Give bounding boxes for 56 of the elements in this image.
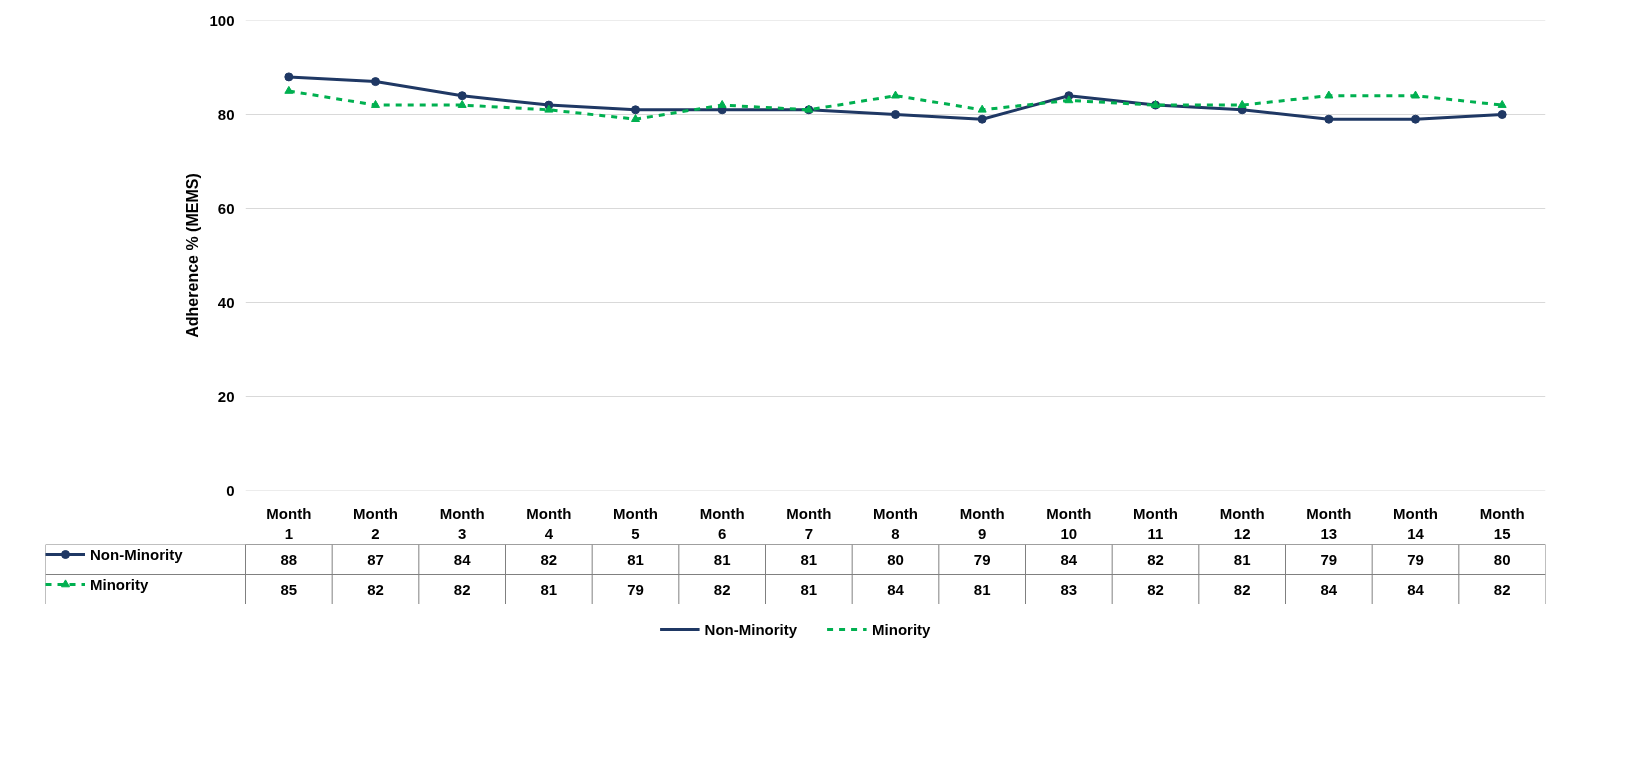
data-label: 82 (1147, 550, 1164, 568)
data-label: 81 (1233, 550, 1251, 568)
x-tick-label: Month 2 (353, 504, 398, 542)
x-tick-label: Month 7 (786, 504, 832, 542)
x-tick-label: Month 11 (1133, 504, 1178, 542)
x-tick-label: Month 3 (439, 504, 485, 542)
y-axis-title: Adherence % (MEMS) (184, 173, 202, 338)
y-tick-label: 20 (217, 387, 235, 405)
y-tick-label: 0 (226, 481, 235, 499)
data-label: 82 (1233, 580, 1251, 598)
data-label: 84 (1320, 580, 1338, 598)
y-tick-label: 60 (217, 199, 235, 217)
data-label: 79 (1407, 550, 1424, 568)
x-tick-label: Month 13 (1306, 504, 1352, 542)
y-tick-label: 40 (217, 293, 235, 311)
text: Minority (872, 620, 931, 638)
x-tick-label: Month 12 (1219, 504, 1265, 542)
y-tick-label: 100 (209, 11, 235, 29)
data-label: 88 (280, 550, 298, 568)
x-tick-label: Month 1 (266, 504, 312, 542)
data-label: 80 (887, 550, 904, 568)
data-label: 82 (367, 580, 384, 598)
data-label: 84 (1060, 550, 1078, 568)
data-label: 82 (453, 580, 471, 598)
data-label: 84 (887, 580, 905, 598)
legend-label: Non-Minority (90, 544, 183, 564)
x-tick-label: Month 14 (1393, 504, 1438, 542)
data-label: 81 (800, 580, 818, 598)
data-label: 87 (367, 550, 384, 568)
data-label: 81 (800, 550, 818, 568)
data-label: 82 (540, 550, 558, 568)
x-tick-label: Month 6 (699, 504, 745, 542)
x-tick-label: Month 9 (959, 504, 1005, 542)
data-label: 81 (627, 550, 644, 568)
text: Non-Minority (704, 620, 798, 638)
data-label: 82 (1493, 580, 1511, 598)
data-label: 79 (627, 580, 644, 598)
x-tick-label: Month 8 (873, 504, 918, 542)
data-label: 79 (973, 550, 991, 568)
data-label: 81 (973, 580, 991, 598)
data-label: 82 (1147, 580, 1164, 598)
data-label: 81 (713, 550, 731, 568)
data-label: 80 (1493, 550, 1511, 568)
data-label: 84 (1407, 580, 1425, 598)
data-label: 83 (1060, 580, 1078, 598)
y-tick-label: 80 (217, 105, 235, 123)
data-label: 81 (540, 580, 558, 598)
legend-label: Minority (90, 574, 149, 594)
data-label: 82 (713, 580, 731, 598)
data-label: 79 (1320, 550, 1338, 568)
x-tick-label: Month 5 (613, 504, 658, 542)
x-tick-label: Month 4 (526, 504, 572, 542)
data-label: 84 (453, 550, 472, 568)
x-tick-label: Month 15 (1479, 504, 1525, 542)
data-label: 85 (280, 580, 298, 598)
x-tick-label: Month 10 (1046, 504, 1092, 542)
